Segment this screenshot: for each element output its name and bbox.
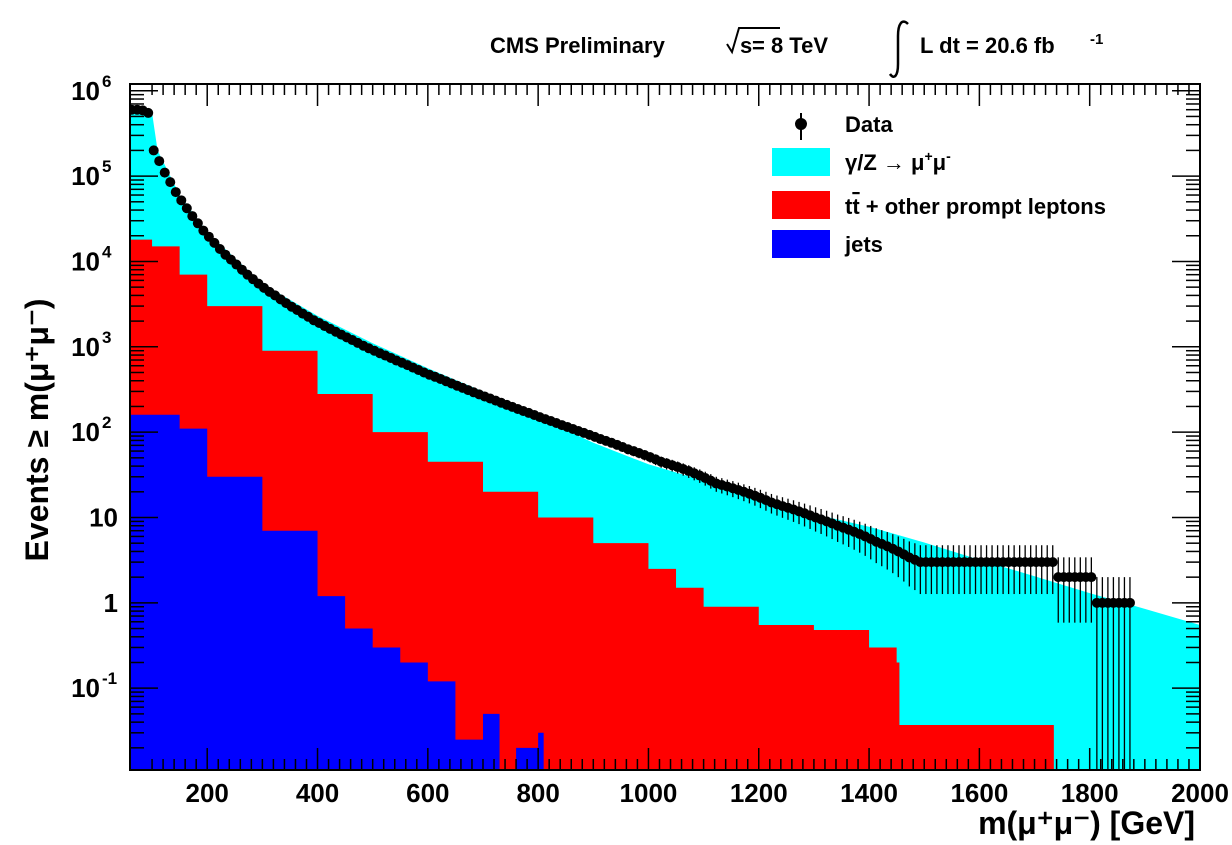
y-tick-label: 10 [71, 332, 100, 362]
x-axis-title: m(μ⁺μ⁻) [GeV] [978, 805, 1195, 841]
data-point [1124, 577, 1135, 770]
legend: Data γ/Z → μ+μ- tt + other prompt lepton… [772, 112, 1106, 258]
x-tick-label: 400 [296, 778, 339, 808]
x-axis-title-text: m(μ⁺μ⁻) [GeV] [978, 805, 1195, 841]
data-point [181, 203, 192, 214]
data-point [1047, 545, 1058, 595]
data-points [130, 104, 1135, 770]
y-tick-exponent: 4 [102, 242, 112, 261]
data-marker [165, 177, 176, 188]
y-tick-label: 10 [71, 76, 100, 106]
data-point [148, 145, 159, 156]
x-tick-label: 1800 [1061, 778, 1119, 808]
data-point [170, 187, 181, 198]
x-tick-label: 1400 [840, 778, 898, 808]
y-tick-label: 10 [71, 246, 100, 276]
data-marker [159, 167, 170, 178]
y-tick-exponent: 5 [102, 157, 111, 176]
data-point [159, 167, 170, 178]
data-marker [148, 145, 159, 156]
y-tick-label: 10 [71, 417, 100, 447]
legend-data-label: Data [845, 112, 893, 137]
data-marker [181, 203, 192, 214]
y-axis-title: Events ≥ m(μ⁺μ⁻) [19, 299, 55, 562]
y-tick-exponent: 3 [102, 328, 111, 347]
y-tick-exponent: -1 [102, 669, 117, 688]
legend-jets-label: jets [844, 232, 883, 257]
data-point [192, 218, 203, 229]
data-marker [170, 187, 181, 198]
ttbar-area [130, 239, 1200, 770]
data-marker [187, 211, 198, 222]
y-tick-label: 10 [71, 673, 100, 703]
data-point [143, 107, 154, 118]
plot-region [130, 104, 1200, 770]
legend-data-marker [795, 118, 807, 130]
lumi-exponent: -1 [1090, 31, 1103, 48]
integral-icon [888, 20, 909, 78]
y-tick-label: 10 [71, 161, 100, 191]
data-marker [1124, 597, 1135, 608]
x-axis: 200 400 600 800 1000 1200 1400 1600 1800 2000 [151, 84, 1229, 808]
data-marker [1047, 557, 1058, 568]
plot-frame [129, 83, 1201, 771]
experiment-label: CMS Preliminary [490, 33, 666, 58]
x-tick-label: 600 [406, 778, 449, 808]
x-tick-label: 2000 [1171, 778, 1229, 808]
lumi-value: L dt = 20.6 fb [920, 33, 1055, 58]
data-marker [143, 107, 154, 118]
data-marker [176, 195, 187, 206]
x-tick-label: 200 [186, 778, 229, 808]
y-axis-title-text: Events ≥ m(μ⁺μ⁻) [19, 299, 55, 562]
energy-s: s [740, 33, 752, 58]
legend-ttbar-label: tt + other prompt leptons [845, 194, 1106, 219]
legend-ttbar-swatch [772, 191, 830, 219]
x-tick-label: 1600 [950, 778, 1008, 808]
x-tick-label: 1200 [730, 778, 788, 808]
legend-dy-label: γ/Z → μ+μ- [845, 148, 951, 175]
header: CMS Preliminary s = 8 TeV L dt = 20.6 fb… [490, 20, 1103, 78]
data-point [1086, 557, 1097, 623]
data-marker [192, 218, 203, 229]
x-tick-label: 800 [516, 778, 559, 808]
data-point [154, 156, 165, 167]
data-point [176, 195, 187, 206]
data-point [187, 211, 198, 222]
data-marker [1086, 572, 1097, 583]
energy-value: = 8 TeV [752, 33, 828, 58]
sqrt-icon [726, 27, 780, 55]
legend-jets-swatch [772, 230, 830, 258]
data-marker [154, 156, 165, 167]
jets-area [130, 414, 1200, 770]
y-tick-exponent: 2 [102, 413, 111, 432]
y-tick-exponent: 6 [102, 72, 111, 91]
legend-dy-swatch [772, 148, 830, 176]
data-point [165, 177, 176, 188]
x-tick-label: 1000 [620, 778, 678, 808]
y-tick-label: 1 [104, 588, 118, 618]
y-tick-label: 10 [89, 502, 118, 532]
